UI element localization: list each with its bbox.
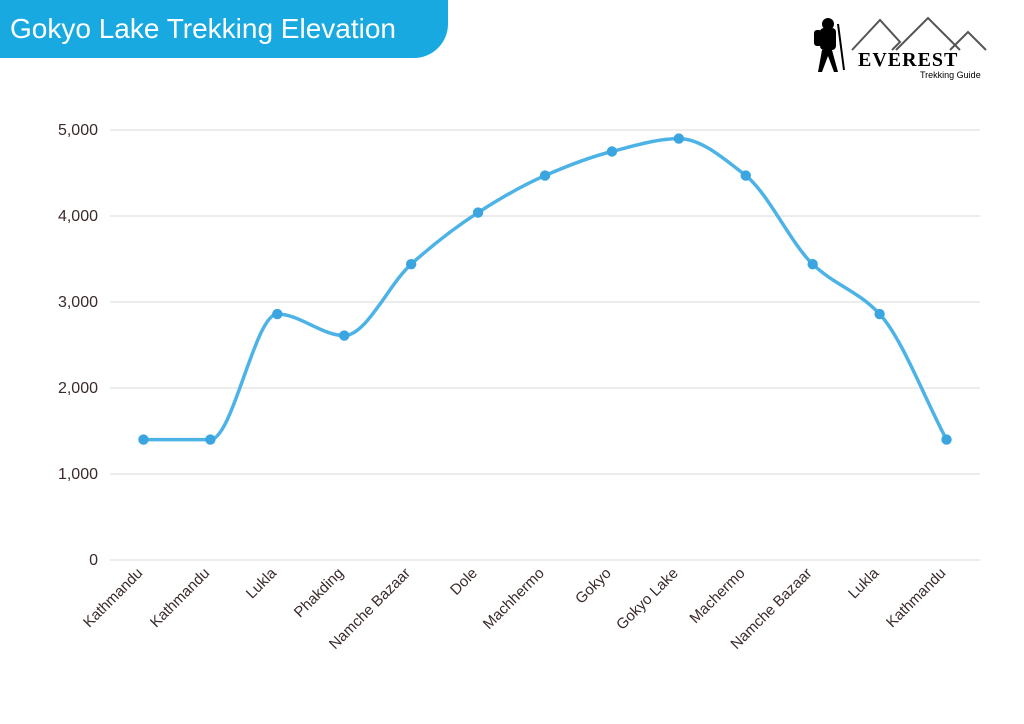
x-tick-label: Lukla bbox=[845, 564, 883, 602]
elevation-point bbox=[272, 309, 282, 319]
y-tick-label: 5,000 bbox=[58, 122, 98, 139]
elevation-point bbox=[339, 330, 349, 340]
x-tick-label: Kathmandu bbox=[883, 565, 949, 631]
x-tick-label: Kathmandu bbox=[147, 565, 213, 631]
logo-subtitle: Trekking Guide bbox=[920, 70, 981, 80]
y-tick-label: 1,000 bbox=[58, 466, 98, 483]
page-title: Gokyo Lake Trekking Elevation bbox=[10, 13, 396, 45]
elevation-point bbox=[138, 434, 148, 444]
x-tick-label: Gokyo bbox=[572, 565, 615, 608]
logo-brand: EVEREST bbox=[858, 49, 958, 71]
y-tick-label: 2,000 bbox=[58, 380, 98, 397]
x-tick-label: Gokyo Lake bbox=[613, 565, 682, 634]
title-tab: Gokyo Lake Trekking Elevation bbox=[0, 0, 448, 58]
x-tick-label: Lukla bbox=[243, 564, 281, 602]
x-tick-label: Machhermo bbox=[480, 565, 548, 633]
page: Gokyo Lake Trekking Elevation EVEREST Tr… bbox=[0, 0, 1024, 724]
elevation-point bbox=[406, 259, 416, 269]
elevation-point bbox=[941, 434, 951, 444]
x-tick-label: Dole bbox=[447, 565, 481, 599]
y-tick-label: 3,000 bbox=[58, 294, 98, 311]
y-tick-label: 4,000 bbox=[58, 208, 98, 225]
mountains-icon bbox=[852, 18, 986, 50]
x-tick-label: Machermo bbox=[686, 565, 748, 627]
elevation-point bbox=[674, 133, 684, 143]
elevation-chart: 01,0002,0003,0004,0005,000KathmanduKathm… bbox=[30, 120, 1000, 700]
elevation-point bbox=[874, 309, 884, 319]
elevation-point bbox=[473, 207, 483, 217]
elevation-point bbox=[607, 146, 617, 156]
elevation-point bbox=[741, 170, 751, 180]
y-tick-label: 0 bbox=[89, 552, 98, 569]
brand-logo: EVEREST Trekking Guide bbox=[800, 10, 990, 90]
elevation-point bbox=[807, 259, 817, 269]
elevation-point bbox=[540, 170, 550, 180]
elevation-line bbox=[143, 139, 946, 440]
hiker-icon bbox=[814, 18, 844, 72]
x-tick-label: Phakding bbox=[291, 565, 347, 621]
elevation-point bbox=[205, 434, 215, 444]
x-tick-label: Kathmandu bbox=[80, 565, 146, 631]
